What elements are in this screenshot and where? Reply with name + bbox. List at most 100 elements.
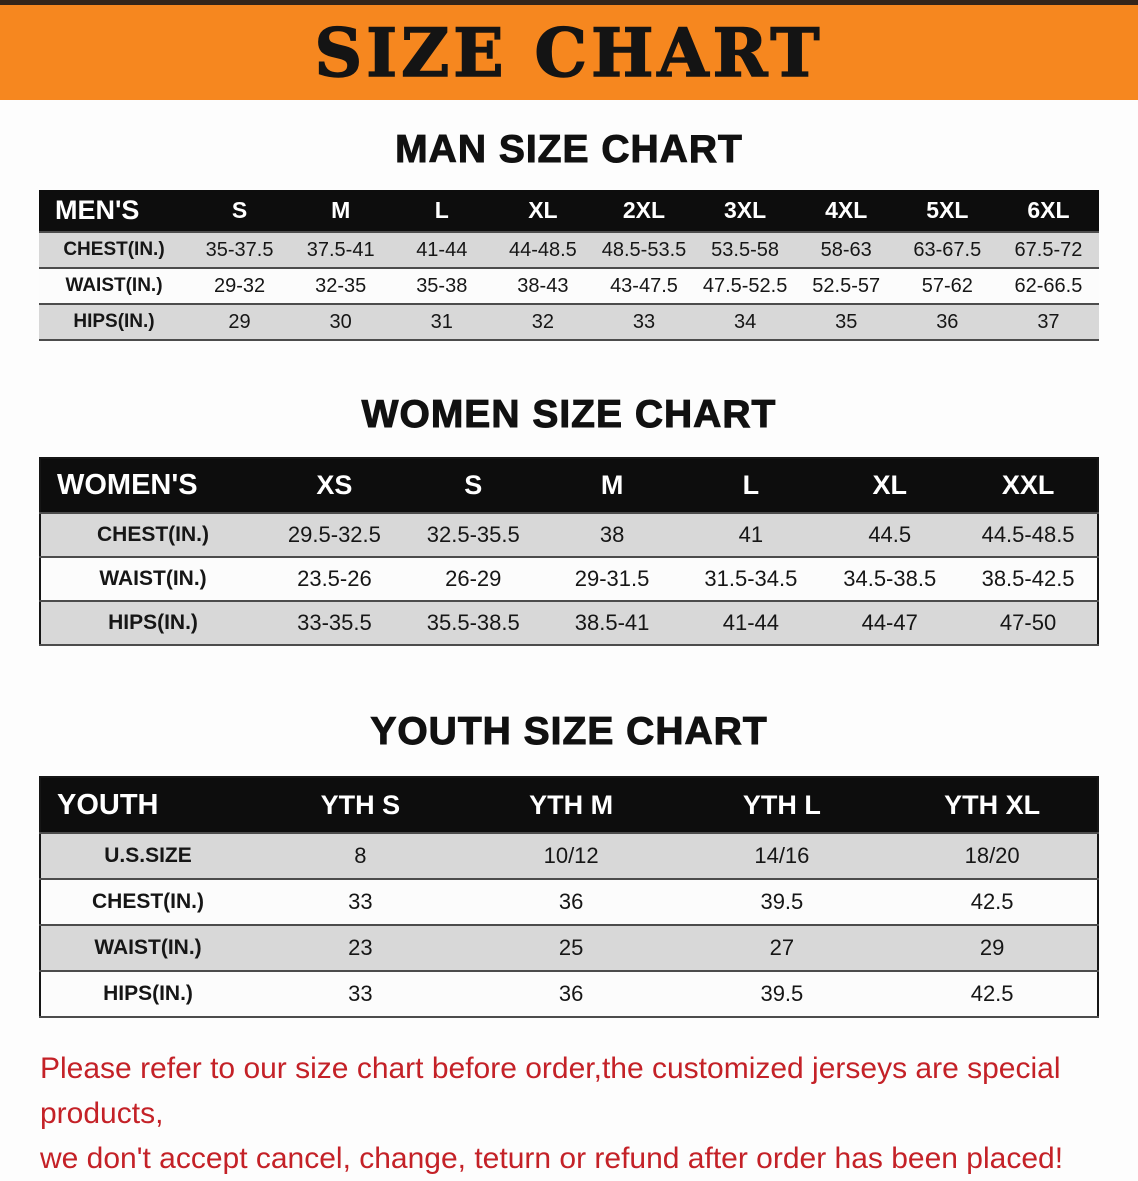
value-cell: 57-62 [896, 268, 998, 304]
size-column-header: L [391, 190, 493, 232]
value-cell: 44-47 [820, 601, 960, 645]
row-label: WAIST(IN.) [40, 557, 265, 601]
row-label: CHEST(IN.) [40, 513, 265, 557]
disclaimer-line-1: Please refer to our size chart before or… [40, 1052, 1061, 1130]
table-title-cell: YOUTH [40, 777, 255, 833]
measurement-row: HIPS(IN.) 29 30 31 32 33 34 35 36 37 [39, 304, 1099, 340]
value-cell: 48.5-53.5 [593, 232, 695, 268]
size-column-header: M [290, 190, 392, 232]
value-cell: 38-43 [492, 268, 594, 304]
measurement-row: WAIST(IN.) 23.5-26 26-29 29-31.5 31.5-34.5 34… [40, 557, 1098, 601]
value-cell: 47-50 [959, 601, 1098, 645]
value-cell: 38 [542, 513, 682, 557]
size-column-header: S [403, 458, 543, 513]
value-cell: 42.5 [887, 971, 1098, 1017]
measurement-row: HIPS(IN.) 33-35.5 35.5-38.5 38.5-41 41-44 44-… [40, 601, 1098, 645]
banner: SIZE CHART [0, 0, 1138, 100]
value-cell: 42.5 [887, 879, 1098, 925]
value-cell: 8 [255, 833, 466, 879]
value-cell: 52.5-57 [795, 268, 897, 304]
value-cell: 35-38 [391, 268, 493, 304]
row-label: HIPS(IN.) [40, 971, 255, 1017]
value-cell: 36 [465, 879, 677, 925]
size-column-header: L [681, 458, 821, 513]
value-cell: 39.5 [676, 971, 888, 1017]
table-body: U.S.SIZE 8 10/12 14/16 18/20 CHEST(IN.) 33 36 39… [40, 833, 1098, 1017]
value-cell: 67.5-72 [997, 232, 1099, 268]
size-column-header: YTH M [465, 777, 677, 833]
value-cell: 44.5 [820, 513, 960, 557]
value-cell: 30 [290, 304, 392, 340]
value-cell: 33 [593, 304, 695, 340]
value-cell: 41-44 [391, 232, 493, 268]
value-cell: 37 [997, 304, 1099, 340]
value-cell: 43-47.5 [593, 268, 695, 304]
size-column-header: YTH S [255, 777, 466, 833]
value-cell: 27 [676, 925, 888, 971]
value-cell: 23 [255, 925, 466, 971]
value-cell: 41-44 [681, 601, 821, 645]
table-header-row: YOUTH YTH S YTH M YTH L YTH XL [40, 777, 1098, 833]
value-cell: 10/12 [465, 833, 677, 879]
size-column-header: S [189, 190, 291, 232]
value-cell: 33 [255, 879, 466, 925]
value-cell: 63-67.5 [896, 232, 998, 268]
value-cell: 31 [391, 304, 493, 340]
measurement-row: WAIST(IN.) 29-32 32-35 35-38 38-43 43-47.5 47.… [39, 268, 1099, 304]
value-cell: 14/16 [676, 833, 888, 879]
size-column-header: M [542, 458, 682, 513]
value-cell: 36 [465, 971, 677, 1017]
measurement-row: HIPS(IN.) 33 36 39.5 42.5 [40, 971, 1098, 1017]
size-column-header: XL [492, 190, 594, 232]
value-cell: 23.5-26 [265, 557, 404, 601]
value-cell: 25 [465, 925, 677, 971]
table-header-row: WOMEN'S XS S M L XL XXL [40, 458, 1098, 513]
value-cell: 31.5-34.5 [681, 557, 821, 601]
women-heading: WOMEN SIZE CHART [361, 393, 777, 437]
youth-size-table: YOUTH YTH S YTH M YTH L YTH XL U.S.SIZE 8 10/12… [39, 776, 1099, 1018]
value-cell: 44-48.5 [492, 232, 594, 268]
value-cell: 37.5-41 [290, 232, 392, 268]
table-title-cell: MEN'S [39, 190, 189, 232]
value-cell: 47.5-52.5 [694, 268, 796, 304]
value-cell: 18/20 [887, 833, 1098, 879]
value-cell: 38.5-42.5 [959, 557, 1098, 601]
value-cell: 34 [694, 304, 796, 340]
row-label: HIPS(IN.) [39, 304, 189, 340]
value-cell: 29-32 [189, 268, 291, 304]
value-cell: 35.5-38.5 [403, 601, 543, 645]
disclaimer: Please refer to our size chart before or… [40, 1046, 1098, 1181]
size-column-header: 2XL [593, 190, 695, 232]
size-column-header: 6XL [997, 190, 1099, 232]
table-header-row: MEN'S S M L XL 2XL 3XL 4XL 5XL 6XL [39, 190, 1099, 232]
value-cell: 35-37.5 [189, 232, 291, 268]
value-cell: 29-31.5 [542, 557, 682, 601]
value-cell: 39.5 [676, 879, 888, 925]
row-label: CHEST(IN.) [40, 879, 255, 925]
row-label: HIPS(IN.) [40, 601, 265, 645]
table-head: MEN'S S M L XL 2XL 3XL 4XL 5XL 6XL [39, 190, 1099, 232]
men-section: MAN SIZE CHART MEN'S S M L XL 2XL 3XL 4XL 5XL 6XL… [0, 100, 1138, 341]
value-cell: 62-66.5 [997, 268, 1099, 304]
measurement-row: CHEST(IN.) 35-37.5 37.5-41 41-44 44-48.5 48.5… [39, 232, 1099, 268]
measurement-row: CHEST(IN.) 33 36 39.5 42.5 [40, 879, 1098, 925]
measurement-row: CHEST(IN.) 29.5-32.5 32.5-35.5 38 41 44.5 44.5… [40, 513, 1098, 557]
size-column-header: 5XL [896, 190, 998, 232]
table-head: WOMEN'S XS S M L XL XXL [40, 458, 1098, 513]
women-size-table: WOMEN'S XS S M L XL XXL CHEST(IN.) 29.5-32.5 32.5… [39, 457, 1099, 646]
measurement-row: U.S.SIZE 8 10/12 14/16 18/20 [40, 833, 1098, 879]
banner-title: SIZE CHART [314, 13, 824, 93]
value-cell: 41 [681, 513, 821, 557]
value-cell: 34.5-38.5 [820, 557, 960, 601]
youth-section: YOUTH SIZE CHART YOUTH YTH S YTH M YTH L YTH… [0, 646, 1138, 1018]
size-column-header: XL [820, 458, 960, 513]
table-body: CHEST(IN.) 29.5-32.5 32.5-35.5 38 41 44.5 44.5… [40, 513, 1098, 645]
value-cell: 33-35.5 [265, 601, 404, 645]
men-heading: MAN SIZE CHART [395, 128, 743, 172]
value-cell: 33 [255, 971, 466, 1017]
value-cell: 29.5-32.5 [265, 513, 404, 557]
value-cell: 53.5-58 [694, 232, 796, 268]
value-cell: 58-63 [795, 232, 897, 268]
value-cell: 32-35 [290, 268, 392, 304]
